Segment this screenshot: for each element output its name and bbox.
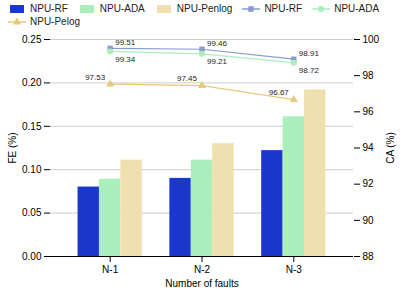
svg-text:94: 94 (363, 142, 375, 153)
html-text:NPU-RF: NPU-RF (264, 3, 303, 14)
html-text:NPU-ADA: NPU-ADA (334, 3, 380, 14)
svg-text:0.20: 0.20 (22, 77, 42, 88)
svg-text:N-1: N-1 (102, 264, 119, 275)
svg-text:97.45: 97.45 (177, 74, 198, 83)
svg-text:96.67: 96.67 (269, 88, 290, 97)
svg-text:0.05: 0.05 (22, 207, 42, 218)
svg-text:CA (%): CA (%) (385, 132, 396, 164)
svg-text:97.53: 97.53 (85, 73, 106, 82)
html-text:NPU-Pelog: NPU-Pelog (30, 16, 80, 27)
svg-text:88: 88 (363, 251, 375, 262)
svg-text:98: 98 (363, 70, 375, 81)
svg-text:0.15: 0.15 (22, 121, 42, 132)
svg-text:0.00: 0.00 (22, 251, 42, 262)
svg-text:Number of faults: Number of faults (165, 278, 238, 289)
svg-text:FE (%): FE (%) (7, 132, 18, 163)
svg-text:99.34: 99.34 (115, 55, 136, 64)
svg-text:100: 100 (363, 34, 380, 45)
html-text:NPU-Penlog: NPU-Penlog (176, 3, 233, 14)
svg-text:96: 96 (363, 106, 375, 117)
html-text:NPU-RF: NPU-RF (30, 3, 68, 14)
svg-text:0.10: 0.10 (22, 164, 42, 175)
svg-text:99.46: 99.46 (207, 39, 228, 48)
svg-text:99.51: 99.51 (115, 38, 136, 47)
svg-text:92: 92 (363, 178, 375, 189)
svg-text:N-2: N-2 (194, 264, 211, 275)
svg-text:98.72: 98.72 (299, 66, 320, 75)
svg-text:90: 90 (363, 215, 375, 226)
svg-text:99.21: 99.21 (207, 57, 228, 66)
html-text:NPU-ADA: NPU-ADA (99, 3, 145, 14)
svg-text:0.25: 0.25 (22, 34, 42, 45)
svg-text:N-3: N-3 (286, 264, 303, 275)
svg-text:98.91: 98.91 (299, 49, 320, 58)
